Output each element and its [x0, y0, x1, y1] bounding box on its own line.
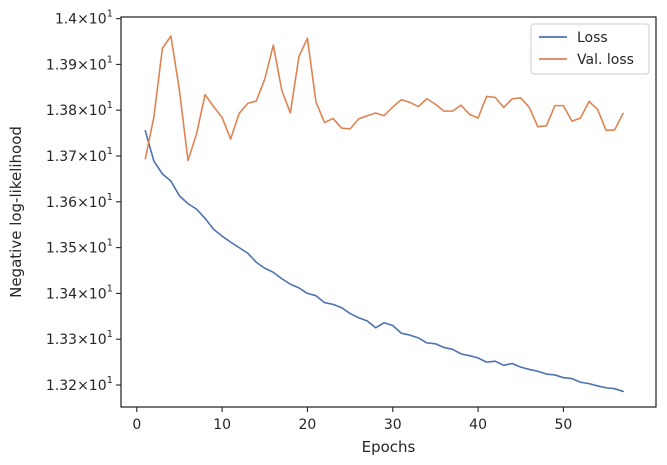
- y-tick-exponent: 1: [107, 146, 113, 157]
- legend-label-val-loss: Val. loss: [577, 52, 634, 68]
- y-tick-times-sign: ×10: [77, 378, 107, 394]
- y-tick-times-sign: ×10: [77, 332, 107, 348]
- y-tick-mantissa: 1.36: [46, 195, 77, 211]
- y-tick-label: 1.35×101: [46, 238, 113, 257]
- series-line-val-loss: [144, 35, 624, 162]
- y-tick-times-sign: ×10: [77, 57, 107, 73]
- x-tick-label: 40: [469, 417, 487, 433]
- y-tick-mantissa: 1.39: [46, 57, 77, 73]
- y-axis-label: Negative log-likelihood: [7, 126, 25, 298]
- x-tick-label: 30: [384, 417, 402, 433]
- y-tick-times-sign: ×10: [77, 241, 107, 257]
- y-tick-label: 1.32×101: [46, 375, 113, 394]
- y-tick-exponent: 1: [107, 9, 113, 20]
- y-tick-label: 1.34×101: [46, 283, 113, 302]
- y-tick-mantissa: 1.33: [46, 332, 77, 348]
- y-tick-label: 1.36×101: [46, 192, 113, 211]
- y-tick-exponent: 1: [107, 375, 113, 386]
- x-axis-label: Epochs: [362, 438, 416, 456]
- legend: Loss Val. loss: [530, 23, 650, 75]
- y-tick-label: 1.33×101: [46, 329, 113, 348]
- y-tick-exponent: 1: [107, 283, 113, 294]
- y-tick-times-sign: ×10: [77, 12, 107, 28]
- y-tick-times-sign: ×10: [77, 195, 107, 211]
- x-tick-label: 20: [299, 417, 317, 433]
- y-tick-mantissa: 1.34: [46, 286, 77, 302]
- y-tick-exponent: 1: [107, 238, 113, 249]
- x-tick-label: 10: [213, 417, 231, 433]
- y-tick-times-sign: ×10: [77, 103, 107, 119]
- y-tick-exponent: 1: [107, 192, 113, 203]
- x-axis: 0 10 20 30 40 50: [132, 407, 572, 433]
- series-layer: [144, 35, 624, 393]
- series-line-loss: [144, 130, 624, 393]
- y-tick-mantissa: 1.4: [55, 12, 77, 28]
- y-tick-label: 1.38×101: [46, 100, 113, 119]
- y-tick-exponent: 1: [107, 54, 113, 65]
- y-tick-times-sign: ×10: [77, 286, 107, 302]
- y-tick-exponent: 1: [107, 329, 113, 340]
- y-tick-mantissa: 1.32: [46, 378, 77, 394]
- y-tick-mantissa: 1.35: [46, 241, 77, 257]
- x-tick-label: 50: [555, 417, 573, 433]
- x-tick-label: 0: [132, 417, 141, 433]
- y-tick-mantissa: 1.37: [46, 149, 77, 165]
- y-tick-times-sign: ×10: [77, 149, 107, 165]
- y-tick-exponent: 1: [107, 100, 113, 111]
- y-tick-label: 1.4×101: [55, 9, 113, 28]
- plot-frame: [120, 16, 657, 408]
- y-tick-label: 1.37×101: [46, 146, 113, 165]
- y-axis: 1.32×1011.33×1011.34×1011.35×1011.36×101…: [46, 9, 121, 394]
- y-tick-mantissa: 1.38: [46, 103, 77, 119]
- legend-label-loss: Loss: [577, 30, 608, 46]
- y-tick-label: 1.39×101: [46, 54, 113, 73]
